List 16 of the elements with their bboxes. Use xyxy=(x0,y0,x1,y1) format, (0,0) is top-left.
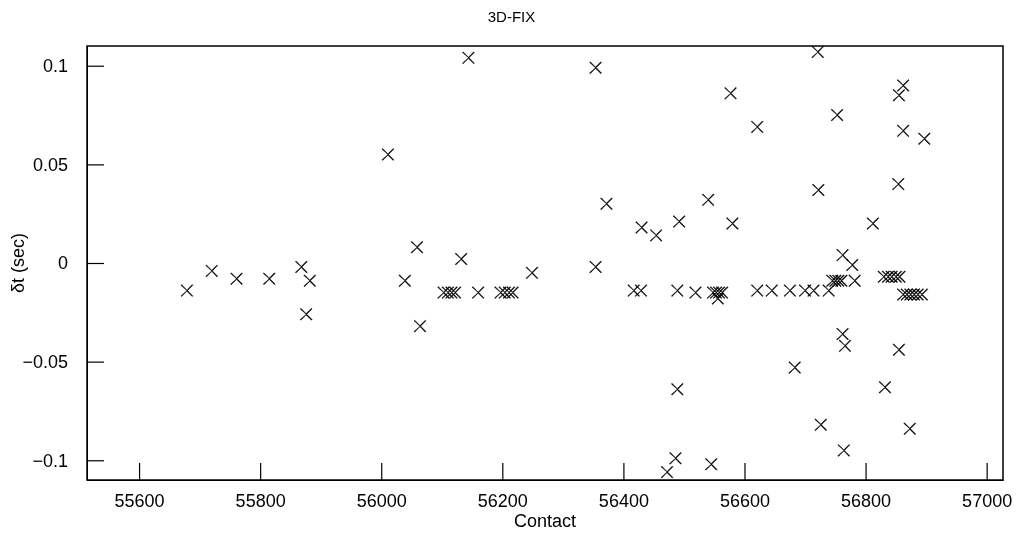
x-axis-title: Contact xyxy=(513,511,577,531)
y-tick-label: −0.05 xyxy=(22,351,68,372)
x-tick-label: 56200 xyxy=(477,490,528,511)
x-tick-label: 57000 xyxy=(962,490,1013,511)
y-tick-label: 0.1 xyxy=(42,55,68,76)
x-tick-label: 55600 xyxy=(114,490,165,511)
x-tick-label: 56000 xyxy=(356,490,407,511)
y-tick-label: −0.1 xyxy=(32,450,68,471)
x-tick-label: 56600 xyxy=(719,490,771,511)
y-tick-label: 0 xyxy=(57,253,68,274)
x-tick-label: 55800 xyxy=(235,490,286,511)
x-tick-label: 56400 xyxy=(598,490,649,511)
x-tick-label: 56800 xyxy=(841,490,892,511)
chart-title: 3D-FIX xyxy=(487,8,536,25)
y-axis-title: δt (sec) xyxy=(8,232,28,294)
y-tick-label: 0.05 xyxy=(32,154,68,175)
